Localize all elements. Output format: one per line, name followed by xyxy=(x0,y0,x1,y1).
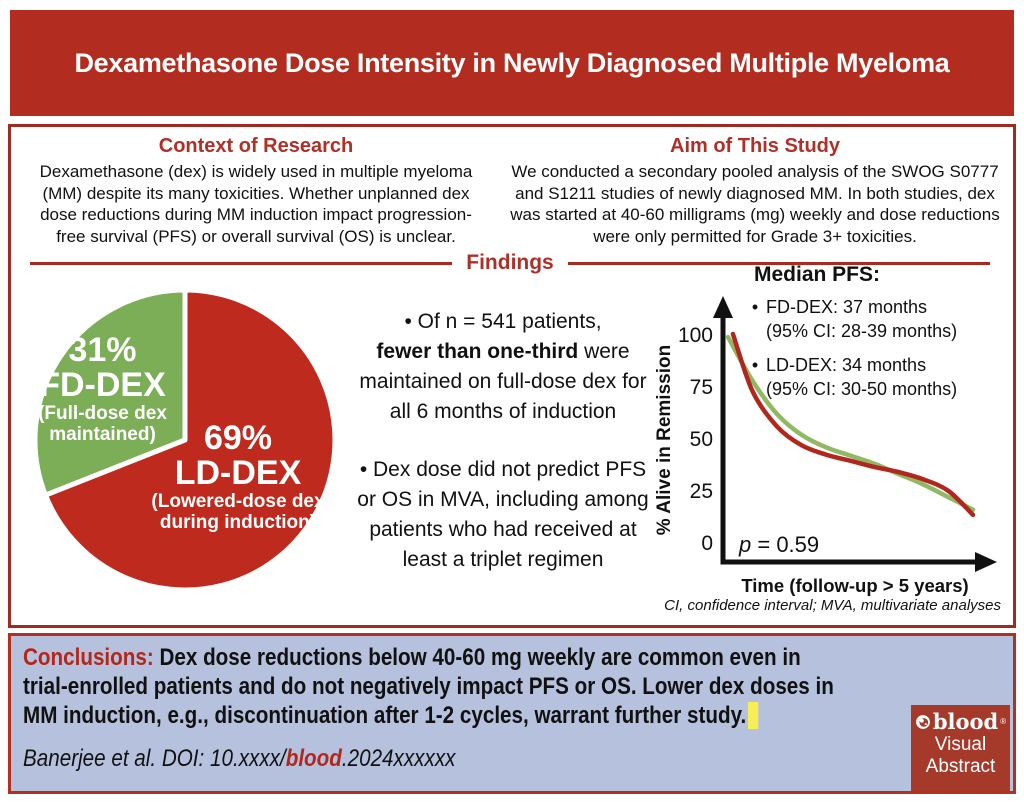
blood-logo-line: blood ® xyxy=(911,710,1010,734)
ld-dex-percent: 69% xyxy=(203,419,273,457)
blood-visual-abstract-logo: blood ® Visual Abstract xyxy=(911,705,1010,791)
svg-text:% Alive in Remission: % Alive in Remission xyxy=(655,345,675,535)
fd-dex-label: FD-DEX xyxy=(39,366,166,404)
registered-mark: ® xyxy=(1000,717,1007,726)
conclusions-panel: Conclusions: Dex dose reductions below 4… xyxy=(8,633,1016,794)
pfs-item-text: LD-DEX: 34 months (95% CI: 30-50 months) xyxy=(766,354,957,401)
median-pfs-heading: Median PFS: xyxy=(754,263,881,286)
citation-post: .2024xxxxxx xyxy=(341,745,456,772)
conclusions-line2: trial-enrolled patients and do not negat… xyxy=(23,673,834,700)
conclusions-block: Conclusions: Dex dose reductions below 4… xyxy=(23,643,995,773)
aim-section: Aim of This Study We conducted a seconda… xyxy=(509,135,1001,247)
svg-text:0: 0 xyxy=(701,532,713,555)
fd-dex-ci: (95% CI: 28-39 months) xyxy=(766,320,958,341)
median-pfs-legend: Median PFS: • FD-DEX: 37 months (95% CI:… xyxy=(744,263,1019,412)
fd-dex-percent: 31% xyxy=(68,331,137,369)
bullet1-bold: fewer than one-third xyxy=(376,340,579,363)
conclusions-line1: Conclusions: Dex dose reductions below 4… xyxy=(23,643,995,672)
pfs-item-text: FD-DEX: 37 months (95% CI: 28-39 months) xyxy=(766,296,957,343)
svg-text:25: 25 xyxy=(690,480,713,503)
svg-text:p = 0.59: p = 0.59 xyxy=(738,532,819,557)
list-item: • FD-DEX: 37 months (95% CI: 28-39 month… xyxy=(744,296,1019,343)
context-body: Dexamethasone (dex) is widely used in mu… xyxy=(39,162,473,246)
main-panel: Context of Research Dexamethasone (dex) … xyxy=(8,124,1016,628)
blood-cell-icon xyxy=(915,715,930,729)
findings-divider: Findings xyxy=(30,251,990,275)
svg-text:50: 50 xyxy=(690,428,713,451)
ld-dex-months: LD-DEX: 34 months xyxy=(766,355,927,375)
findings-bullets: • Of n = 541 patients, fewer than one-th… xyxy=(333,307,673,603)
bullet1-line2: fewer than one-third were xyxy=(333,337,673,367)
highlight-cursor xyxy=(747,702,759,729)
conclusions-line3: MM induction, e.g., discontinuation afte… xyxy=(23,701,995,730)
fd-dex-sublabel: (Full-dose dex maintained) xyxy=(38,403,167,445)
finding-bullet-1: • Of n = 541 patients, fewer than one-th… xyxy=(333,307,673,427)
context-section: Context of Research Dexamethasone (dex) … xyxy=(26,135,486,247)
conclusions-text1: Dex dose reductions below 40-60 mg weekl… xyxy=(153,644,801,671)
bullet2-line1: • Dex dose did not predict PFS xyxy=(359,458,647,481)
divider-line-right xyxy=(567,261,990,265)
pie-chart-svg xyxy=(32,287,338,593)
bullet1-line4: all 6 months of induction xyxy=(389,400,617,423)
citation-pre: Banerjee et al. DOI: 10.xxxx/ xyxy=(23,745,286,772)
bullet1-rest: were xyxy=(578,340,630,363)
abbreviations-footnote: CI, confidence interval; MVA, multivaria… xyxy=(664,597,1001,614)
divider-line-left xyxy=(30,261,453,265)
fd-dex-months: FD-DEX: 37 months xyxy=(766,297,928,317)
bullet1-line3: maintained on full-dose dex for xyxy=(359,370,647,393)
aim-body: We conducted a secondary pooled analysis… xyxy=(510,162,1000,246)
bullet2-line3: patients who had received at xyxy=(369,518,637,541)
finding-bullet-2: • Dex dose did not predict PFS or OS in … xyxy=(333,455,673,575)
logo-abstract: Abstract xyxy=(925,756,996,777)
pie-label-ld-dex: 69% LD-DEX (Lowered-dose dex during indu… xyxy=(150,419,326,534)
svg-text:75: 75 xyxy=(690,376,713,399)
ld-dex-ci: (95% CI: 30-50 months) xyxy=(766,378,958,399)
logo-visual: Visual xyxy=(934,734,987,755)
findings-heading: Findings xyxy=(466,251,554,274)
bullet1-line1: • Of n = 541 patients, xyxy=(404,310,602,333)
bullet2-line2: or OS in MVA, including among xyxy=(357,488,649,511)
svg-text:Time (follow-up > 5 years): Time (follow-up > 5 years) xyxy=(741,575,968,596)
survival-curve-chart: 100 75 50 25 0 % Alive in Remission Time (foll… xyxy=(655,296,997,596)
ld-dex-label: LD-DEX xyxy=(174,454,302,492)
title-banner: Dexamethasone Dose Intensity in Newly Di… xyxy=(10,10,1014,116)
aim-heading: Aim of This Study xyxy=(670,135,840,157)
pie-label-fd-dex: 31% FD-DEX (Full-dose dex maintained) xyxy=(30,331,175,446)
pie-chart: 31% FD-DEX (Full-dose dex maintained) 69… xyxy=(30,285,340,595)
bullet2-line4: least a triplet regimen xyxy=(402,548,604,571)
ld-dex-sublabel: (Lowered-dose dex during induction) xyxy=(151,491,325,533)
conclusions-label: Conclusions: xyxy=(23,644,154,671)
context-heading: Context of Research xyxy=(158,135,354,157)
svg-text:100: 100 xyxy=(678,324,713,347)
blood-logo-text: blood xyxy=(932,709,999,734)
page-title: Dexamethasone Dose Intensity in Newly Di… xyxy=(74,47,950,78)
bullet-icon: • xyxy=(751,297,759,317)
conclusions-text3: MM induction, e.g., discontinuation afte… xyxy=(23,702,747,729)
citation: Banerjee et al. DOI: 10.xxxx/blood.2024x… xyxy=(23,745,995,773)
list-item: • LD-DEX: 34 months (95% CI: 30-50 month… xyxy=(744,354,1019,401)
bullet-icon: • xyxy=(751,355,759,375)
citation-brand: blood xyxy=(285,745,342,772)
